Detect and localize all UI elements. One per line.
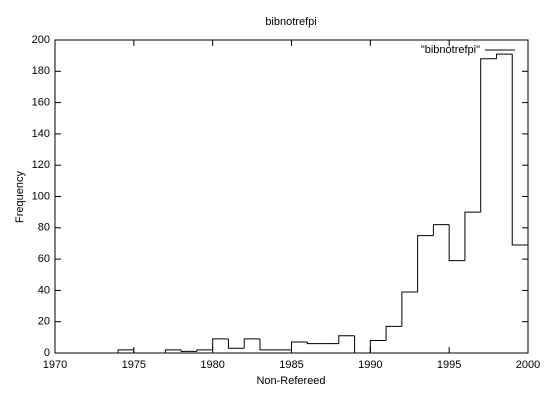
y-tick-label: 140: [32, 128, 50, 140]
x-tick-label: 1990: [358, 359, 382, 371]
chart-title: bibnotrefpi: [265, 16, 316, 28]
histogram-step: [180, 349, 197, 352]
y-tick-label: 100: [32, 190, 50, 202]
histogram-step: [164, 349, 182, 353]
plot-frame: [54, 39, 529, 354]
y-axis-label: Frequency: [14, 171, 26, 223]
histogram-step: [369, 339, 387, 353]
x-tick-label: 1985: [279, 359, 303, 371]
histogram-step: [464, 211, 481, 261]
y-tick-label: 180: [32, 65, 50, 77]
histogram-step: [117, 349, 134, 353]
histogram-step: [227, 338, 245, 349]
histogram-step: [495, 53, 513, 59]
histogram-step: [511, 54, 528, 246]
y-tick-label: 40: [38, 284, 50, 296]
x-tick-label: 1975: [122, 359, 146, 371]
histogram-step: [417, 235, 434, 292]
y-tick-label: 120: [32, 159, 50, 171]
histogram-step: [432, 224, 450, 236]
x-tick-label: 1970: [43, 359, 67, 371]
x-tick-label: 1995: [437, 359, 461, 371]
histogram-step: [354, 335, 371, 354]
histogram-step: [259, 338, 276, 351]
histogram-step: [196, 349, 213, 352]
x-tick-label: 2000: [516, 359, 540, 371]
histogram-step: [243, 338, 260, 349]
y-tick-label: 80: [38, 222, 50, 234]
y-tick-label: 20: [38, 316, 50, 328]
histogram-step: [401, 291, 418, 327]
histogram-step: [448, 224, 465, 262]
y-tick-label: 0: [44, 347, 50, 359]
histogram-step: [291, 341, 308, 350]
histogram-step: [480, 58, 497, 213]
x-axis-label: Non-Refereed: [256, 375, 325, 387]
x-tick-label: 1980: [200, 359, 224, 371]
y-tick-label: 200: [32, 34, 50, 46]
histogram-step: [133, 349, 150, 354]
histogram-step: [212, 338, 229, 350]
legend-label: "bibnotrefpi": [421, 44, 480, 56]
histogram-step: [385, 325, 402, 341]
histogram-step: [306, 342, 324, 345]
y-tick-label: 160: [32, 97, 50, 109]
y-tick-label: 60: [38, 253, 50, 265]
histogram-step: [338, 335, 355, 344]
